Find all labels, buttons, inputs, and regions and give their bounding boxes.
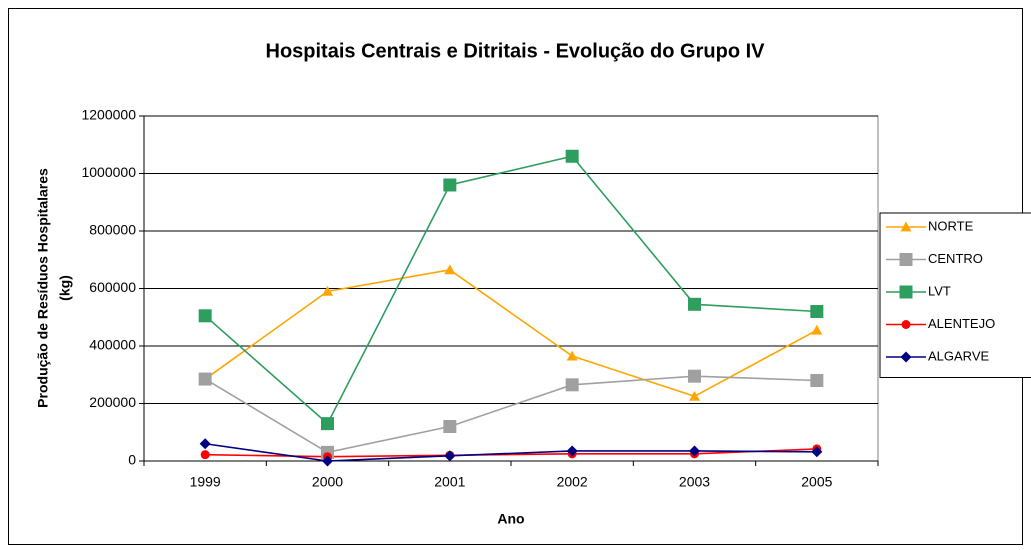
y-tick-label: 0: [128, 452, 136, 468]
x-tick-label: 2003: [679, 474, 710, 490]
x-axis-title: Ano: [497, 511, 524, 527]
y-tick-label: 400000: [89, 337, 136, 353]
data-point: [810, 305, 824, 318]
series-line: [204, 155, 817, 425]
data-point: [689, 390, 700, 401]
series-line: [205, 442, 817, 462]
y-tick-label: 600000: [89, 279, 136, 295]
data-point: [198, 309, 212, 323]
y-axis-title: (kg): [57, 275, 73, 301]
data-point: [811, 324, 823, 335]
legend-label: LVT: [928, 283, 951, 298]
legend-marker: [899, 285, 913, 299]
legend-label: CENTRO: [928, 251, 983, 266]
y-tick-label: 200000: [89, 394, 136, 410]
y-tick-label: 800000: [89, 222, 136, 238]
series-line: [205, 448, 817, 458]
data-point: [322, 455, 333, 467]
data-point: [444, 264, 456, 275]
data-point: [200, 450, 210, 460]
series-line: [204, 375, 817, 454]
data-point: [689, 445, 700, 457]
y-axis-title: Produção de Resíduos Hospitalares: [35, 168, 51, 408]
series-line: [204, 268, 818, 398]
data-point: [443, 178, 457, 192]
data-point: [566, 350, 578, 361]
x-tick-label: 2002: [557, 474, 588, 490]
legend-label: NORTE: [928, 218, 974, 233]
x-tick-label: 2001: [434, 474, 465, 490]
data-point: [688, 297, 701, 311]
x-tick-label: 2005: [801, 474, 832, 490]
data-point: [565, 149, 579, 163]
data-point: [565, 378, 579, 392]
x-tick-label: 2000: [312, 474, 343, 490]
legend-marker: [900, 221, 912, 232]
y-tick-label: 1000000: [81, 164, 136, 180]
legend-label: ALGARVE: [928, 348, 990, 363]
chart-title: Hospitais Centrais e Ditritais - Evoluçã…: [266, 40, 766, 62]
data-point: [443, 420, 457, 433]
data-point: [321, 417, 334, 431]
data-point: [566, 445, 578, 457]
data-point: [198, 372, 212, 386]
legend-marker: [901, 320, 911, 329]
data-point: [810, 374, 824, 387]
legend-marker: [899, 253, 913, 266]
data-point: [322, 285, 333, 296]
legend-label: ALENTEJO: [928, 316, 995, 331]
data-point: [811, 446, 823, 458]
x-tick-label: 1999: [190, 474, 221, 490]
data-point: [688, 369, 701, 383]
data-point: [444, 450, 456, 462]
data-point: [199, 438, 211, 450]
y-tick-label: 1200000: [81, 107, 136, 123]
legend-marker: [900, 351, 912, 363]
